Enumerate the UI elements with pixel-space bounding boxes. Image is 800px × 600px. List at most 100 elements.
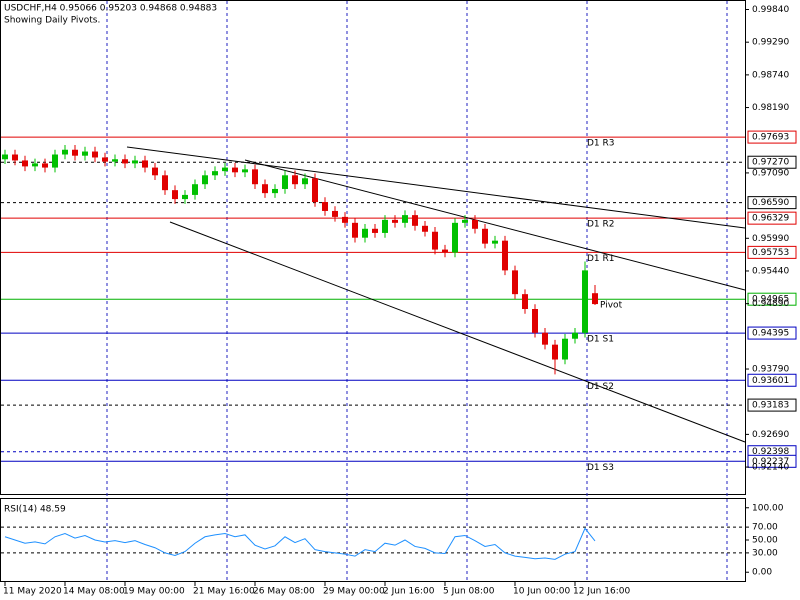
candle-body	[102, 157, 108, 162]
y-tick-label: 0.98740	[752, 70, 789, 80]
y-tick-label: 0.99290	[752, 38, 789, 48]
level-price-label: 0.92398	[752, 447, 789, 457]
y-tick-label: 30.00	[752, 548, 778, 558]
candle-body	[542, 332, 548, 345]
candle-body	[582, 270, 588, 333]
candle-body	[452, 222, 458, 253]
candle-body	[132, 160, 138, 164]
y-tick-label: 0.95440	[752, 266, 789, 276]
y-tick-label: 0.97090	[752, 168, 789, 178]
candle-body	[562, 338, 568, 360]
candle-body	[212, 171, 218, 176]
candle-body	[332, 210, 338, 217]
level-price-label: 0.97693	[752, 133, 789, 143]
candle-body	[572, 332, 578, 339]
level-label-box	[747, 292, 797, 306]
candle-body	[162, 175, 168, 191]
y-tick-label: 0.98190	[752, 103, 789, 113]
candle-body	[402, 215, 408, 223]
y-tick-label: 100.00	[752, 503, 784, 513]
y-tick-label: 50.00	[752, 536, 778, 546]
candle-body	[242, 169, 248, 173]
level-price-label: 0.94965	[752, 295, 789, 305]
candle-body	[462, 219, 468, 223]
level-price-label: 0.97270	[752, 158, 789, 168]
trendlines	[126, 146, 746, 443]
y-tick-label: 0.99840	[752, 5, 789, 15]
candle-body	[362, 228, 368, 238]
candle-body	[322, 202, 328, 211]
level-label-box	[747, 245, 797, 259]
candle-body	[202, 175, 208, 185]
candle-body	[262, 184, 268, 194]
level-name: Pivot	[600, 301, 623, 311]
candle-body	[122, 159, 128, 164]
level-price-label: 0.96590	[752, 198, 789, 208]
level-label-box	[747, 211, 797, 225]
trendline	[169, 221, 746, 443]
x-tick-label: 11 May 2020	[3, 587, 62, 597]
candle-body	[22, 160, 28, 167]
candle-body	[372, 228, 378, 233]
level-price-label: 0.93601	[752, 376, 789, 386]
x-tick-label: 21 May 16:00	[193, 587, 255, 597]
trendline	[126, 146, 746, 229]
level-label-box	[747, 155, 797, 169]
candle-body	[392, 219, 398, 223]
candle-body	[62, 149, 68, 155]
candle-body	[172, 190, 178, 200]
rsi-line	[4, 527, 596, 560]
candle-body	[182, 194, 188, 200]
price-pane	[0, 0, 746, 495]
level-label-box	[747, 454, 797, 468]
level-name: D1 R2	[587, 220, 615, 230]
level-label-box	[747, 326, 797, 340]
candle-body	[512, 270, 518, 295]
plot: 0.99840 0.99290 0.98740 0.98190 0.97090 0.959…	[1, 5, 789, 597]
candle-body	[152, 167, 158, 176]
candle-body	[2, 154, 8, 160]
level-label-box	[747, 373, 797, 387]
level-price-label: 0.93183	[752, 401, 789, 411]
candle-body	[82, 151, 88, 156]
y-tick-label: 0.92690	[752, 430, 789, 440]
y-tick-label: 0.93790	[752, 365, 789, 375]
y-tick-label: 0.00	[752, 568, 772, 578]
y-tick-label: 0.94890	[752, 299, 789, 309]
x-tick-label: 12 Jun 16:00	[573, 587, 630, 597]
chart-title: USDCHF,H4 0.95066 0.95203 0.94868 0.9488…	[4, 4, 217, 14]
candle-body	[292, 175, 298, 185]
x-tick-label: 2 Jun 16:00	[383, 587, 435, 597]
chart-subtitle: Showing Daily Pivots.	[4, 16, 100, 26]
candle-body	[352, 222, 358, 238]
candle-body	[232, 167, 238, 173]
candle-body	[492, 240, 498, 244]
candle-body	[432, 231, 438, 250]
candle-body	[12, 154, 18, 161]
x-tick-label: 5 Jun 08:00	[443, 587, 495, 597]
candle-body	[142, 160, 148, 168]
level-name: D1 S1	[587, 335, 614, 345]
candle-body	[302, 178, 308, 185]
candle-body	[532, 309, 538, 333]
y-tick-label: 0.95990	[752, 234, 789, 244]
level-label-box	[747, 398, 797, 412]
candle-body	[412, 215, 418, 226]
candle-body	[592, 293, 598, 305]
candle-body	[272, 188, 278, 194]
y-tick-label: 70.00	[752, 523, 778, 533]
candle-body	[222, 167, 228, 172]
candle-body	[442, 249, 448, 253]
candle-body	[192, 184, 198, 195]
levels: 0.97693 D1 R3 0.97270 0.96590 0.96329 D1 R2 0.…	[1, 130, 797, 473]
x-tick-label: 19 May 00:00	[123, 587, 185, 597]
x-tick-label: 26 May 08:00	[253, 587, 315, 597]
candle-body	[502, 240, 508, 271]
candle-body	[32, 163, 38, 167]
level-name: D1 R1	[587, 254, 615, 264]
candle-body	[282, 175, 288, 189]
candle-body	[472, 219, 478, 229]
y-tick-label: 0.92140	[752, 463, 789, 473]
candle-body	[482, 228, 488, 244]
